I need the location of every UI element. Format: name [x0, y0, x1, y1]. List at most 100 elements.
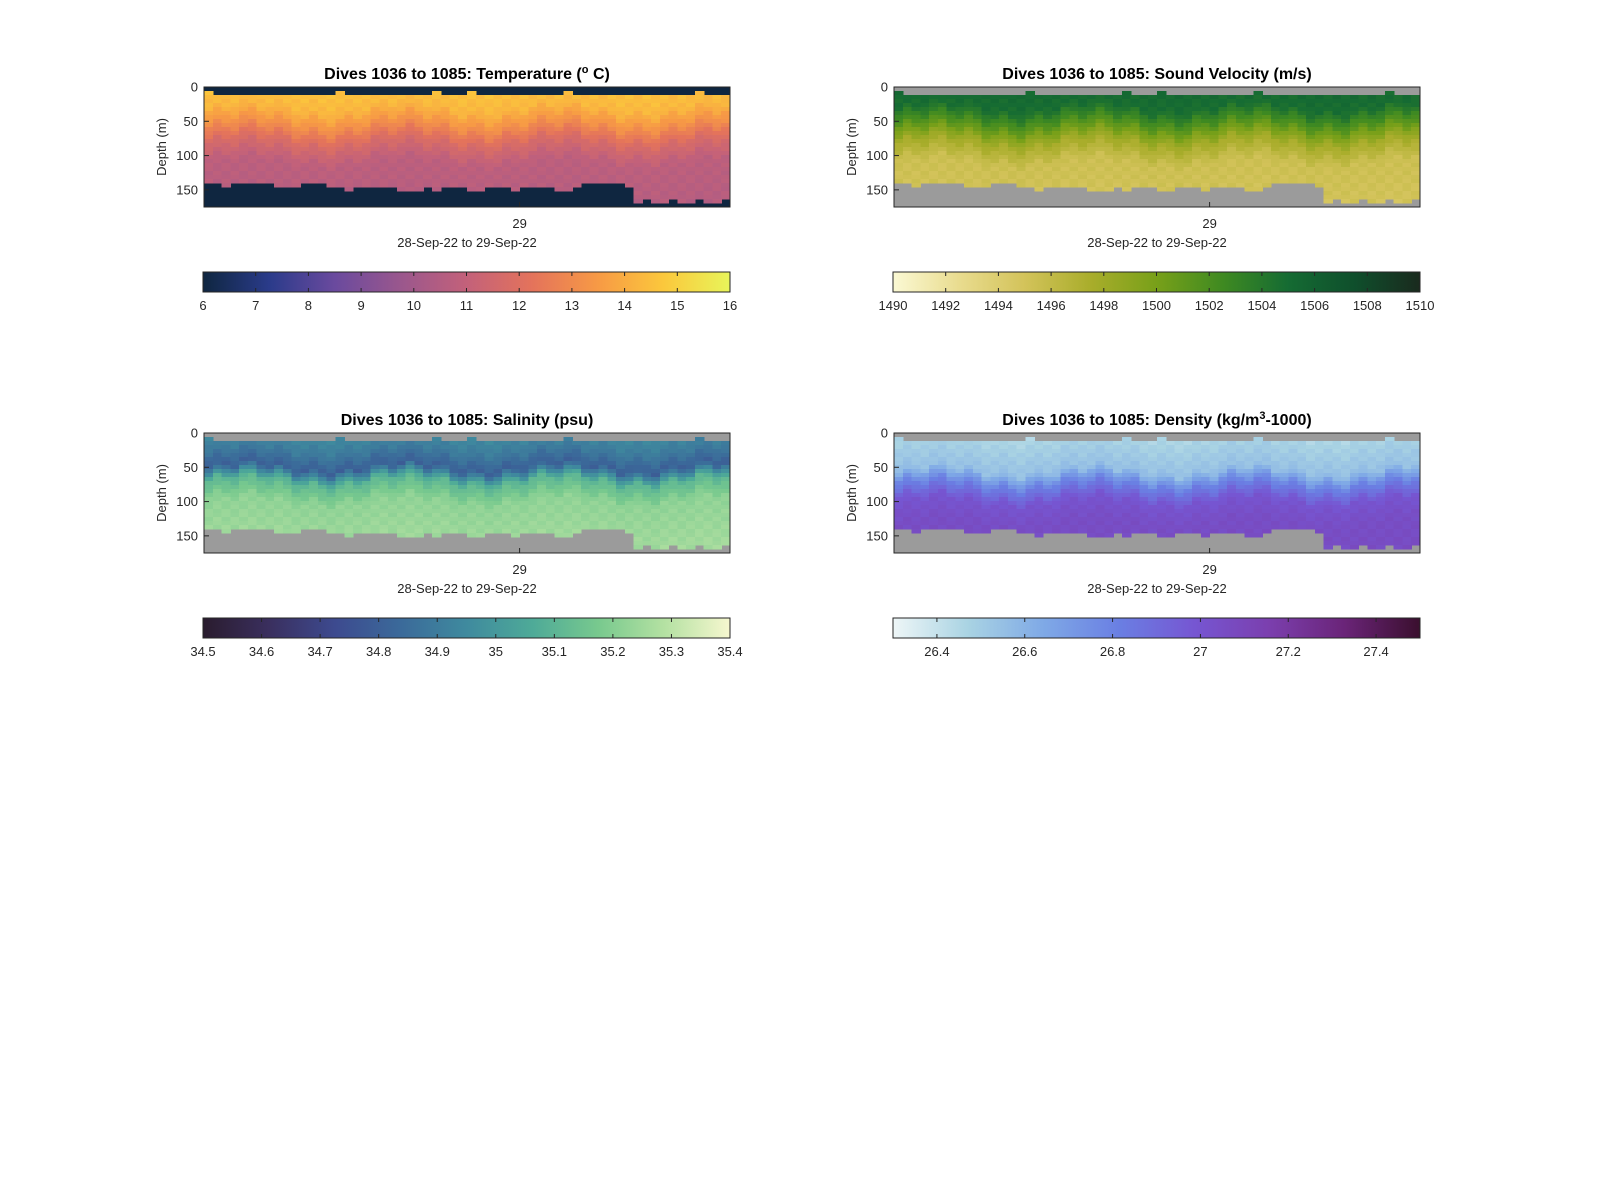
heatmap-cell	[972, 497, 983, 502]
heatmap-cell	[431, 99, 442, 104]
heatmap-cell	[999, 111, 1009, 116]
heatmap-cell	[239, 525, 249, 530]
heatmap-cell	[1069, 127, 1079, 132]
heatmap-cell	[1393, 183, 1404, 188]
heatmap-cell	[677, 163, 687, 168]
heatmap-cell	[431, 179, 442, 184]
heatmap-cell	[1007, 457, 1018, 462]
heatmap-cell	[633, 445, 643, 450]
heatmap-cell	[1034, 501, 1044, 506]
heatmap-cell	[247, 163, 258, 168]
heatmap-cell	[1227, 135, 1237, 140]
heatmap-cell	[1007, 131, 1018, 136]
heatmap-cell	[1043, 167, 1053, 172]
heatmap-cell	[589, 179, 600, 184]
heatmap-cell	[353, 525, 363, 530]
heatmap-cell	[703, 537, 714, 542]
heatmap-cell	[1148, 95, 1158, 100]
heatmap-cell	[239, 445, 249, 450]
heatmap-cell	[1043, 445, 1053, 450]
heatmap-cell	[972, 99, 983, 104]
heatmap-cell	[981, 179, 992, 184]
heatmap-cell	[545, 513, 556, 518]
heatmap-cell	[580, 159, 591, 164]
heatmap-cell	[598, 103, 608, 108]
heatmap-cell	[607, 477, 617, 482]
heatmap-cell	[537, 473, 547, 478]
heatmap-cell	[598, 119, 608, 124]
heatmap-cell	[1218, 143, 1228, 148]
heatmap-cell	[537, 513, 547, 518]
heatmap-cell	[902, 171, 913, 176]
heatmap-cell	[1376, 95, 1386, 100]
heatmap-cell	[1157, 123, 1167, 128]
heatmap-cell	[528, 147, 538, 152]
heatmap-cell	[1121, 163, 1132, 168]
heatmap-cell	[703, 103, 714, 108]
heatmap-cell	[379, 481, 389, 486]
heatmap-cell	[458, 119, 468, 124]
heatmap-cell	[221, 123, 231, 128]
heatmap-cell	[353, 143, 363, 148]
heatmap-cell	[379, 131, 389, 136]
heatmap-cell	[894, 95, 904, 100]
heatmap-cell	[221, 493, 231, 498]
heatmap-cell	[894, 469, 904, 474]
heatmap-cell	[1332, 155, 1342, 160]
heatmap-cell	[712, 143, 722, 148]
heatmap-cell	[440, 517, 451, 522]
heatmap-cell	[1218, 155, 1228, 160]
density-chart: Dives 1036 to 1085: Density (kg/m3-1000)…	[844, 410, 1421, 659]
heatmap-cell	[431, 473, 442, 478]
heatmap-cell	[999, 489, 1009, 494]
heatmap-cell	[475, 501, 486, 506]
heatmap-cell	[388, 143, 398, 148]
heatmap-cell	[607, 461, 617, 466]
heatmap-cell	[659, 99, 670, 104]
heatmap-cell	[1034, 461, 1044, 466]
heatmap-cell	[537, 521, 547, 526]
heatmap-cell	[440, 469, 451, 474]
heatmap-cell	[405, 441, 415, 446]
heatmap-cell	[929, 449, 939, 454]
heatmap-cell	[999, 485, 1009, 490]
heatmap-cell	[1060, 481, 1070, 486]
heatmap-cell	[1244, 119, 1255, 124]
heatmap-cell	[475, 167, 486, 172]
heatmap-cell	[379, 107, 389, 112]
heatmap-cell	[1157, 127, 1167, 132]
heatmap-cell	[493, 473, 503, 478]
heatmap-cell	[396, 461, 407, 466]
heatmap-cell	[370, 107, 380, 112]
heatmap-cell	[1393, 131, 1404, 136]
heatmap-cell	[572, 513, 582, 518]
heatmap-cell	[937, 131, 948, 136]
heatmap-cell	[475, 469, 486, 474]
heatmap-cell	[475, 119, 486, 124]
heatmap-cell	[458, 505, 468, 510]
heatmap-cell	[1279, 127, 1290, 132]
heatmap-cell	[946, 473, 956, 478]
heatmap-cell	[1332, 143, 1342, 148]
heatmap-cell	[1157, 119, 1167, 124]
heatmap-cell	[1016, 147, 1027, 152]
heatmap-cell	[911, 469, 921, 474]
heatmap-cell	[999, 127, 1009, 132]
heatmap-cell	[361, 521, 372, 526]
heatmap-cell	[1376, 159, 1386, 164]
heatmap-cell	[1270, 139, 1281, 144]
heatmap-cell	[212, 441, 223, 446]
heatmap-cell	[902, 163, 913, 168]
heatmap-cell	[396, 457, 407, 462]
heatmap-cell	[1270, 111, 1281, 116]
heatmap-cell	[370, 95, 380, 100]
heatmap-cell	[230, 155, 240, 160]
heatmap-cell	[964, 107, 974, 112]
heatmap-cell	[414, 445, 424, 450]
heatmap-cell	[1086, 477, 1097, 482]
heatmap-cell	[396, 179, 407, 184]
heatmap-cell	[414, 167, 424, 172]
heatmap-cell	[1200, 99, 1211, 104]
heatmap-cell	[493, 115, 503, 120]
heatmap-cell	[265, 497, 275, 502]
